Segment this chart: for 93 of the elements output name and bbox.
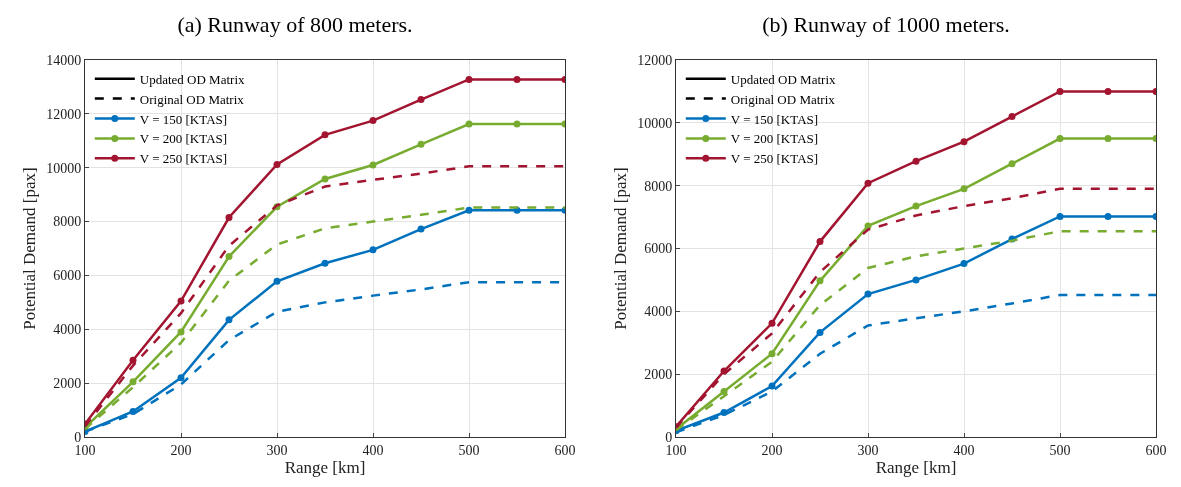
point — [177, 297, 185, 305]
point — [768, 319, 776, 327]
legend-label: V = 250 [KTAS] — [730, 151, 819, 167]
point — [912, 202, 920, 210]
point — [960, 185, 968, 193]
point — [129, 378, 137, 386]
y-tick-label: 14000 — [46, 52, 82, 68]
x-tick-label: 100 — [665, 442, 687, 458]
legend-label: Original OD Matrix — [139, 91, 245, 107]
point — [513, 75, 521, 83]
point — [1056, 135, 1064, 143]
point — [912, 276, 920, 284]
point — [960, 138, 968, 146]
y-tick-label: 6000 — [53, 268, 82, 284]
x-axis-title: Range [km] — [284, 458, 366, 478]
y-tick-label: 4000 — [53, 322, 82, 338]
point — [1008, 113, 1016, 121]
point — [513, 120, 521, 128]
point — [177, 328, 185, 336]
point — [321, 259, 329, 267]
point — [225, 214, 233, 222]
x-tick-label: 300 — [857, 442, 879, 458]
x-tick-label: 500 — [1049, 442, 1071, 458]
point — [864, 179, 872, 187]
point — [417, 96, 425, 104]
point — [273, 160, 281, 168]
point — [720, 387, 728, 395]
legend-label: Updated OD Matrix — [139, 71, 245, 87]
y-tick-label: 8000 — [53, 214, 82, 230]
x-axis-title: Range [km] — [875, 458, 957, 478]
point — [129, 356, 137, 364]
legend-label: V = 200 [KTAS] — [730, 131, 819, 147]
point — [321, 175, 329, 183]
point — [465, 75, 473, 83]
x-tick-label: 200 — [170, 442, 192, 458]
point — [768, 350, 776, 358]
x-tick-label: 200 — [761, 442, 783, 458]
x-tick-label: 600 — [1145, 442, 1167, 458]
point — [129, 407, 137, 415]
point — [225, 316, 233, 324]
point — [417, 225, 425, 233]
y-tick-label: 8000 — [644, 178, 673, 194]
point — [321, 131, 329, 139]
chart-title: (a) Runway of 800 meters. — [177, 12, 413, 38]
point — [177, 374, 185, 382]
y-tick-label: 12000 — [637, 52, 673, 68]
point — [816, 277, 824, 285]
point — [912, 157, 920, 165]
point — [1056, 87, 1064, 95]
point — [369, 161, 377, 169]
point — [417, 140, 425, 148]
point — [369, 246, 377, 254]
point — [1056, 212, 1064, 220]
point — [720, 409, 728, 416]
x-tick-label: 300 — [266, 442, 288, 458]
point — [816, 238, 824, 246]
y-tick-label: 12000 — [46, 106, 82, 122]
point — [1104, 212, 1112, 220]
point — [864, 290, 872, 298]
point — [1008, 160, 1016, 168]
point — [369, 117, 377, 125]
legend-label: V = 250 [KTAS] — [139, 151, 228, 167]
point — [273, 277, 281, 285]
x-tick-label: 400 — [953, 442, 975, 458]
y-tick-label: 2000 — [644, 367, 673, 383]
chart-title: (b) Runway of 1000 meters. — [762, 12, 1010, 38]
x-tick-label: 400 — [362, 442, 384, 458]
y-tick-label: 6000 — [644, 241, 673, 257]
legend-label: V = 150 [KTAS] — [730, 111, 819, 127]
point — [816, 328, 824, 336]
legend-label: Updated OD Matrix — [730, 71, 836, 87]
point — [1104, 87, 1112, 95]
point — [465, 206, 473, 214]
y-tick-label: 0 — [74, 429, 82, 445]
y-axis-title: Potential Demand [pax] — [19, 167, 39, 330]
y-tick-label: 4000 — [644, 304, 673, 320]
legend-label: V = 200 [KTAS] — [139, 131, 228, 147]
y-tick-label: 10000 — [637, 115, 673, 131]
legend-label: Original OD Matrix — [730, 91, 836, 107]
point — [864, 222, 872, 230]
x-tick-label: 100 — [74, 442, 96, 458]
x-tick-label: 600 — [554, 442, 576, 458]
y-tick-label: 2000 — [53, 376, 82, 392]
legend-label: V = 150 [KTAS] — [139, 111, 228, 127]
y-tick-label: 10000 — [46, 160, 82, 176]
point — [768, 382, 776, 390]
x-tick-label: 500 — [458, 442, 480, 458]
y-axis-title: Potential Demand [pax] — [610, 167, 630, 330]
point — [465, 120, 473, 128]
point — [225, 253, 233, 261]
point — [1104, 135, 1112, 143]
point — [960, 260, 968, 268]
y-tick-label: 0 — [665, 429, 673, 445]
